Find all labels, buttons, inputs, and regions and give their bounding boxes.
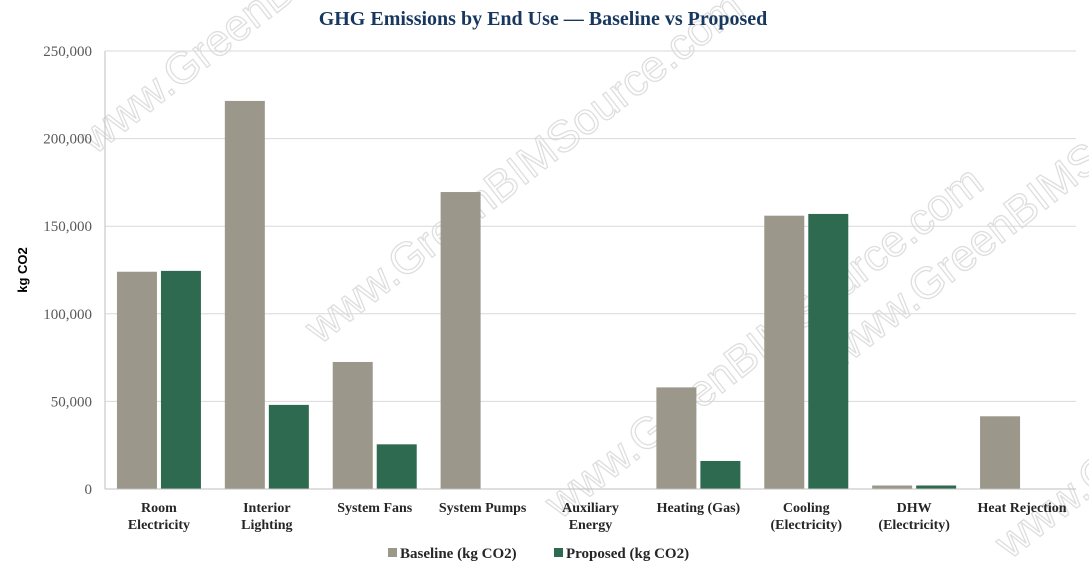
x-tick-label: Cooling	[783, 501, 830, 516]
legend-swatch	[388, 548, 397, 557]
x-tick-label: Auxiliary	[562, 501, 619, 516]
x-tick-label: System Pumps	[439, 501, 527, 516]
watermark-text: www.GreenBIMSource.com	[535, 157, 992, 529]
bar-proposed	[160, 270, 201, 489]
bar-proposed	[268, 404, 309, 489]
x-tick-label: Energy	[569, 518, 613, 533]
x-tick-label: (Electricity)	[771, 518, 843, 533]
y-tick-label: 100,000	[43, 307, 92, 323]
bar-baseline	[440, 192, 481, 489]
bar-baseline	[224, 100, 265, 489]
legend-label: Baseline (kg CO2)	[400, 546, 517, 562]
x-tick-label: Interior	[243, 501, 290, 516]
y-tick-label: 150,000	[43, 219, 92, 235]
y-tick-label: 0	[85, 482, 93, 498]
x-tick-label: DHW	[897, 501, 932, 516]
bar-proposed	[376, 444, 417, 489]
bar-baseline	[872, 485, 913, 489]
legend-swatch	[554, 548, 563, 557]
gridlines	[105, 50, 1076, 402]
y-tick-label: 250,000	[43, 44, 92, 60]
y-axis-label: kg CO2	[15, 247, 30, 293]
y-tick-label: 50,000	[51, 394, 92, 410]
watermark-text: www.GreenBIMSource.com	[295, 0, 752, 353]
bar-baseline	[980, 416, 1021, 489]
bar-proposed	[700, 460, 741, 489]
x-tick-label: System Fans	[337, 501, 413, 516]
bars	[116, 100, 1021, 490]
x-tick-label: Heat Rejection	[978, 501, 1067, 516]
y-tick-label: 200,000	[43, 132, 92, 148]
legend-label: Proposed (kg CO2)	[566, 546, 689, 562]
x-tick-label: (Electricity)	[878, 518, 950, 533]
bar-proposed	[916, 485, 957, 489]
bar-baseline	[764, 215, 805, 490]
x-tick-label: Lighting	[241, 518, 292, 533]
x-tick-label: Room	[141, 501, 177, 516]
bar-baseline	[332, 361, 373, 489]
axes: 0 50,000 100,000 150,000 200,000 250,000 Room E…	[43, 44, 1076, 533]
bar-baseline	[656, 387, 697, 489]
watermark: www.GreenBIMSource.comwww.GreenBIMSource…	[70, 0, 1089, 569]
legend: Baseline (kg CO2) Proposed (kg CO2)	[388, 546, 689, 562]
bar-baseline	[116, 271, 157, 489]
chart-title: GHG Emissions by End Use — Baseline vs P…	[319, 8, 768, 30]
x-tick-label: Heating (Gas)	[657, 501, 741, 516]
bar-proposed	[808, 213, 849, 489]
x-tick-label: Electricity	[128, 518, 190, 533]
